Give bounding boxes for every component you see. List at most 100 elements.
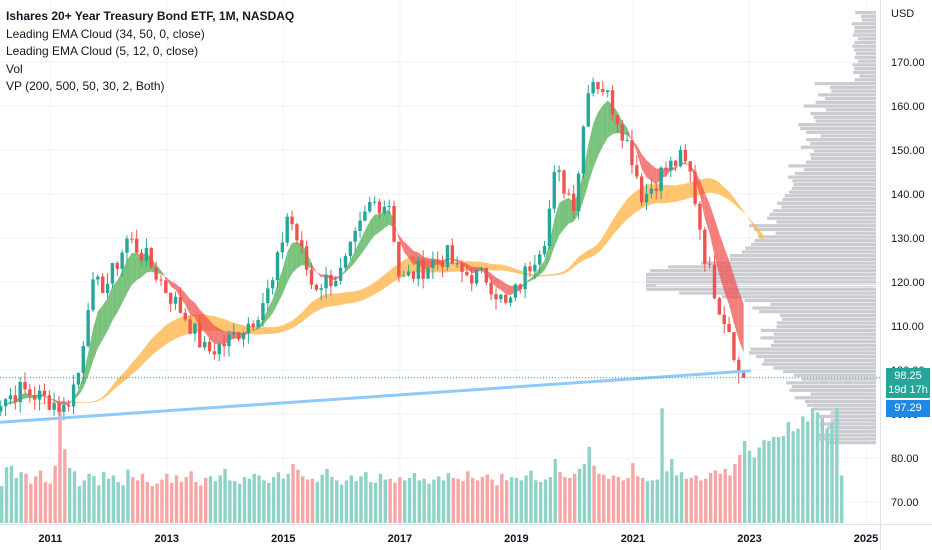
volume-profile-bin [854, 55, 876, 60]
candle-up [37, 390, 42, 400]
fast-cloud-bull-segment [384, 209, 390, 229]
volume-profile-bin [754, 239, 876, 243]
candle-down [727, 323, 731, 333]
candle-down [494, 294, 498, 300]
volume-profile-bin [793, 373, 876, 377]
candle-up [8, 395, 13, 400]
volume-bar [184, 477, 188, 523]
volume-bar [456, 478, 460, 523]
volume-bar [87, 473, 91, 523]
candle-down [300, 240, 304, 247]
candle-up [338, 267, 343, 281]
volume-bar [135, 480, 140, 523]
candle-down [654, 188, 658, 191]
legend-ema-cloud-slow[interactable]: Leading EMA Cloud (34, 50, 0, close) [6, 26, 205, 41]
fast-cloud-bull-segment [262, 308, 268, 326]
candle-down [693, 171, 697, 204]
legend-volume[interactable]: Vol [6, 61, 23, 76]
legend-ema-cloud-fast[interactable]: Leading EMA Cloud (5, 12, 0, close) [6, 44, 199, 58]
volume-profile-bin [816, 433, 876, 437]
candle-down [134, 238, 139, 253]
legend-title[interactable]: Ishares 20+ Year Treasury Bond ETF, 1M, … [6, 9, 295, 23]
volume-profile-bin [770, 343, 876, 348]
fast-cloud-bull-segment [122, 260, 127, 304]
volume-bar [825, 428, 829, 523]
fast-cloud-bear-segment [160, 270, 166, 278]
volume-bar [514, 477, 519, 523]
volume-profile-bin [760, 328, 876, 333]
legend-volume-profile[interactable]: VP (200, 500, 50, 30, 2, Both) [6, 79, 165, 93]
trendline [0, 369, 751, 424]
candle-down [295, 224, 299, 241]
fast-cloud-bear-segment [194, 302, 200, 328]
volume-profile-bin [748, 351, 876, 355]
price-axis[interactable]: USD70.0080.0090.00100.00110.00120.00130.… [891, 8, 925, 509]
volume-profile-bin [786, 381, 876, 385]
volume-bar [24, 473, 28, 523]
volume-profile-bin [852, 63, 876, 67]
volume-bar [121, 485, 125, 523]
candle-down [698, 203, 702, 230]
candle-up [266, 288, 270, 304]
volume-bar [437, 476, 441, 523]
volume-profile-bin [779, 313, 876, 318]
volume-bar [19, 472, 23, 523]
volume-bar [131, 477, 135, 523]
time-tick-label: 2021 [621, 533, 645, 545]
fast-cloud-bear-segment [165, 277, 171, 287]
volume-profile-bin [752, 306, 876, 310]
price-tick-label: 70.00 [891, 497, 919, 509]
volume-bar [597, 473, 601, 523]
volume-bar [140, 473, 145, 523]
price-tick-label: 150.00 [891, 145, 925, 157]
volume-bar [199, 485, 203, 523]
candle-down [377, 201, 382, 214]
candle-up [353, 230, 357, 242]
volume-profile-bin [801, 377, 876, 381]
volume-profile-bin [789, 190, 876, 194]
fast-cloud-bull-segment [549, 219, 555, 261]
volume-bar [63, 449, 67, 523]
candle-up [319, 288, 323, 290]
last-price-value: 98.25 [894, 370, 922, 382]
volume-profile-bin [805, 160, 876, 164]
volume-bar [670, 459, 674, 523]
candle-up [105, 283, 110, 294]
price-tick-label: 120.00 [891, 277, 925, 289]
volume-profile-bin [792, 179, 876, 183]
volume-profile-bin [761, 362, 876, 366]
fast-cloud-bull-segment [374, 214, 380, 236]
time-axis[interactable]: 2011 2013 2015 2017 2019 2021 2023 2025 [38, 533, 878, 545]
volume-bar [29, 483, 33, 523]
volume-profile-bin [818, 437, 876, 441]
volume-profile-bin [646, 276, 876, 280]
last-price-tag: 98.25 19d 17h [886, 368, 930, 398]
fast-cloud-bear-segment [699, 180, 705, 219]
candle-down [717, 298, 722, 315]
volume-bar [179, 482, 184, 523]
volume-bar [689, 477, 693, 523]
volume-bar [228, 480, 232, 523]
volume-bar [330, 477, 334, 523]
volume-bar [679, 472, 684, 523]
price-tick-label: 130.00 [891, 233, 925, 245]
volume-bar [9, 465, 14, 523]
volume-bar [116, 482, 120, 523]
volume-bar [451, 477, 455, 523]
candle-down [737, 359, 741, 373]
fast-cloud-bull-segment [92, 311, 98, 362]
volume-bar [475, 480, 480, 523]
fast-cloud-bull-segment [267, 299, 273, 320]
candle-up [659, 167, 663, 191]
volume-bar [471, 477, 475, 523]
fast-cloud-bear-segment [316, 271, 322, 278]
candlestick-series [0, 77, 746, 421]
fast-cloud-bear-segment [729, 260, 734, 324]
volume-profile-bin [775, 231, 876, 235]
volume-profile-bin [744, 298, 876, 303]
fast-cloud-bull-segment [131, 253, 137, 286]
candle-down [198, 323, 202, 348]
volume-profile [646, 10, 880, 445]
fast-cloud-bear-segment [685, 162, 691, 166]
